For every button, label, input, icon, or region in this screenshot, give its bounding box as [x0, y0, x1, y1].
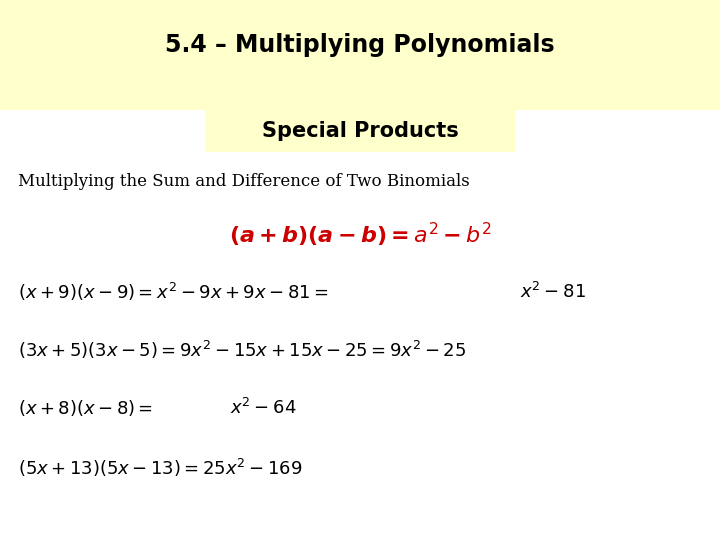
Text: $\boldsymbol{(a+b)(a-b)=a^{2}-b^{2}}$: $\boldsymbol{(a+b)(a-b)=a^{2}-b^{2}}$ [228, 221, 492, 249]
Text: $x^{2}-64$: $x^{2}-64$ [230, 398, 297, 418]
Text: $x^{2}-81$: $x^{2}-81$ [520, 282, 586, 302]
Text: Special Products: Special Products [261, 121, 459, 141]
Bar [0, 0, 720, 110]
Text: $(x+8)(x-8)=$: $(x+8)(x-8)=$ [18, 398, 153, 418]
Text: $(5x+13)(5x-13)=25x^{2}-169$: $(5x+13)(5x-13)=25x^{2}-169$ [18, 457, 302, 479]
Text: 5.4 – Multiplying Polynomials: 5.4 – Multiplying Polynomials [165, 33, 555, 57]
Bar [205, 100, 515, 152]
Text: $(3x+5)(3x-5)=9x^{2}-15x+15x-25=9x^{2}-25$: $(3x+5)(3x-5)=9x^{2}-15x+15x-25=9x^{2}-2… [18, 339, 466, 361]
Text: $(x+9)(x-9)=x^{2}-9x+9x-81=$: $(x+9)(x-9)=x^{2}-9x+9x-81=$ [18, 281, 328, 303]
Text: Multiplying the Sum and Difference of Two Binomials: Multiplying the Sum and Difference of Tw… [18, 173, 469, 191]
